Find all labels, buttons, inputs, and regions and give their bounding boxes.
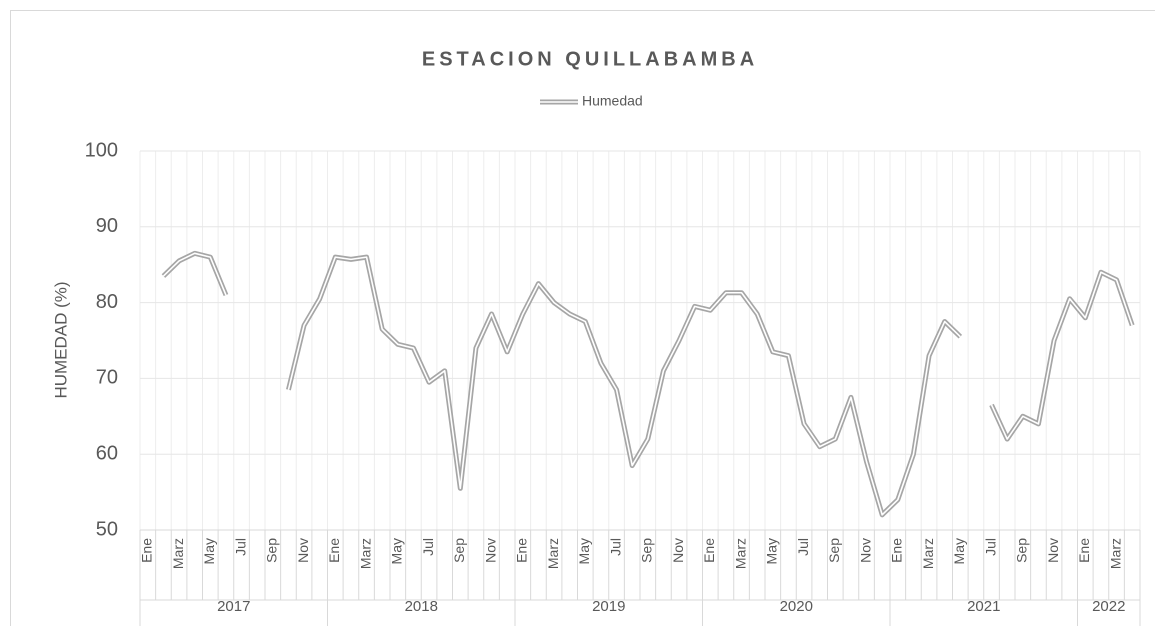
y-axis-label: HUMEDAD (%) bbox=[51, 281, 70, 398]
x-tick-label: Marz bbox=[732, 538, 748, 569]
y-tick-label: 70 bbox=[96, 367, 118, 389]
x-tick-label: Marz bbox=[357, 538, 373, 569]
y-tick-label: 50 bbox=[96, 518, 118, 540]
x-tick-label: Marz bbox=[170, 538, 186, 569]
x-tick-label: Sep bbox=[451, 538, 467, 563]
x-tick-label: May bbox=[576, 538, 592, 564]
x-tick-label: Ene bbox=[514, 538, 530, 563]
x-tick-label: May bbox=[764, 538, 780, 564]
x-tick-label: Sep bbox=[264, 538, 280, 563]
chart-title: ESTACION QUILLABAMBA bbox=[422, 48, 758, 70]
x-tick-label: Ene bbox=[701, 538, 717, 563]
x-tick-label: Jul bbox=[795, 538, 811, 556]
y-tick-label: 90 bbox=[96, 215, 118, 237]
year-label: 2020 bbox=[780, 598, 813, 615]
x-tick-label: May bbox=[951, 538, 967, 564]
line-inner bbox=[162, 252, 1133, 516]
x-tick-label: Sep bbox=[1014, 538, 1030, 563]
x-tick-label: Jul bbox=[607, 538, 623, 556]
x-tick-label: Sep bbox=[639, 538, 655, 563]
x-tick-label: Ene bbox=[139, 538, 155, 563]
x-tick-label: Ene bbox=[326, 538, 342, 563]
x-tick-label: Marz bbox=[545, 538, 561, 569]
legend-label: Humedad bbox=[582, 93, 643, 109]
x-tick-label: Nov bbox=[857, 538, 873, 563]
x-tick-label: Jul bbox=[232, 538, 248, 556]
x-tick-label: Nov bbox=[670, 538, 686, 563]
y-tick-label: 80 bbox=[96, 291, 118, 313]
x-tick-label: Nov bbox=[482, 538, 498, 563]
year-label: 2022 bbox=[1092, 598, 1125, 615]
x-tick-label: May bbox=[389, 538, 405, 564]
year-label: 2018 bbox=[405, 598, 438, 615]
y-tick-label: 100 bbox=[85, 139, 118, 161]
x-tick-label: Marz bbox=[920, 538, 936, 569]
x-tick-label: Sep bbox=[826, 538, 842, 563]
x-tick-label: Marz bbox=[1107, 538, 1123, 569]
x-tick-label: Jul bbox=[982, 538, 998, 556]
x-tick-label: Nov bbox=[295, 538, 311, 563]
year-label: 2021 bbox=[967, 598, 1000, 615]
year-label: 2019 bbox=[592, 598, 625, 615]
x-tick-label: May bbox=[201, 538, 217, 564]
x-tick-label: Ene bbox=[889, 538, 905, 563]
x-tick-label: Nov bbox=[1045, 538, 1061, 563]
year-label: 2017 bbox=[217, 598, 250, 615]
x-tick-label: Ene bbox=[1076, 538, 1092, 563]
x-tick-label: Jul bbox=[420, 538, 436, 556]
y-tick-label: 60 bbox=[96, 442, 118, 464]
